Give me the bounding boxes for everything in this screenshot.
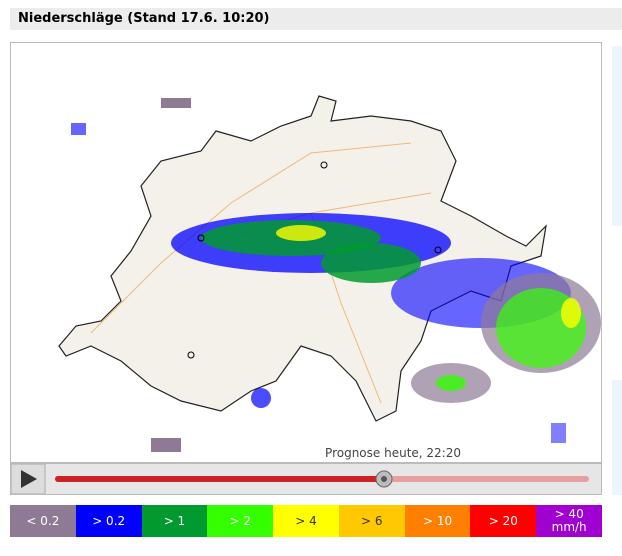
legend-cell: > 1 (141, 505, 208, 537)
city (197, 234, 205, 242)
legend-cell: > 20 (470, 505, 537, 537)
player-controls (10, 463, 602, 495)
city (320, 161, 328, 169)
controls-svg (10, 463, 589, 495)
legend-label: > 10 (423, 513, 453, 528)
header-title: Niederschläge (Stand 17.6. 10:20) (10, 8, 622, 30)
legend-label: > 4 (295, 513, 317, 528)
legend-label: > 40 mm/h (551, 507, 587, 534)
legend-cell: > 4 (273, 505, 339, 537)
legend: < 0.2 > 0.2 > 1 > 2 > 4 > 6 > 10 > 20 > 40 mm/h (10, 505, 603, 537)
legend-label: > 0.2 (92, 513, 126, 528)
radar-map: Prognose heute, 22:20 (10, 42, 602, 463)
city (187, 351, 195, 359)
legend-cell: > 40 mm/h (536, 505, 603, 537)
map-svg (58, 95, 601, 452)
legend-cell: > 2 (207, 505, 274, 537)
precipitation (71, 98, 601, 452)
slider-progress (55, 476, 383, 482)
slider-knob-center (381, 476, 387, 482)
legend-label: > 2 (229, 513, 251, 528)
legend-label: < 0.2 (26, 513, 60, 528)
city (434, 246, 442, 254)
side-panel (612, 46, 622, 226)
legend-cell: > 10 (404, 505, 471, 537)
legend-label: > 6 (361, 513, 383, 528)
side-panel (612, 380, 622, 495)
legend-label: > 20 (488, 513, 518, 528)
legend-cell: < 0.2 (10, 505, 76, 537)
legend-label: > 1 (163, 513, 186, 528)
legend-cell: > 0.2 (75, 505, 142, 537)
play-icon (21, 470, 37, 488)
legend-cell: > 6 (338, 505, 405, 537)
forecast-caption: Prognose heute, 22:20 (325, 446, 461, 460)
